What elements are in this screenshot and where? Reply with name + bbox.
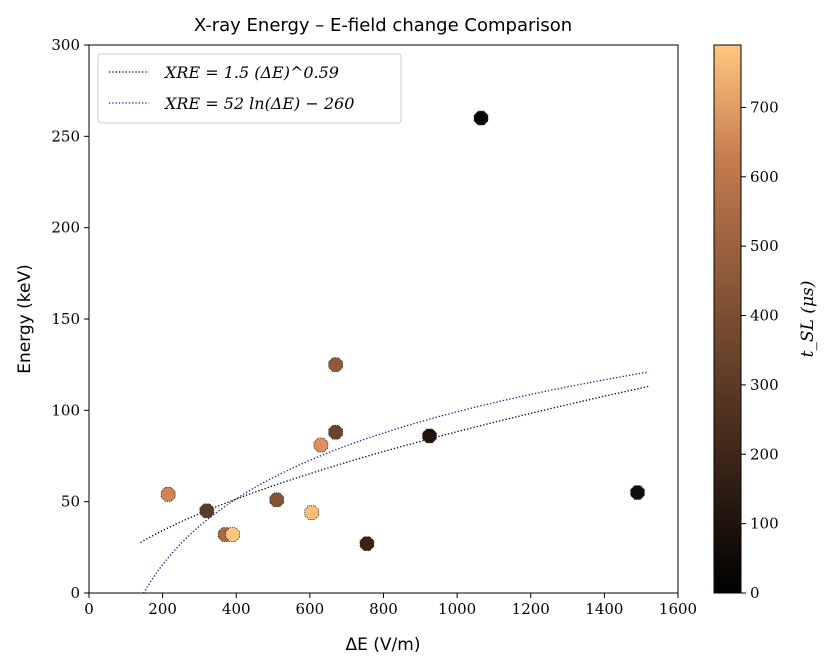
x-tick-label: 600 (296, 600, 325, 618)
y-tick-label: 50 (61, 493, 80, 511)
data-point (328, 424, 343, 440)
x-tick-label: 0 (84, 600, 94, 618)
y-axis-ticks: 0 50 100 150 200 250 300 (51, 36, 89, 602)
data-point (199, 503, 215, 519)
data-point (328, 357, 343, 373)
colorbar-tick-label: 700 (750, 98, 779, 116)
data-point (359, 536, 375, 552)
data-point (304, 505, 320, 520)
data-point (269, 492, 285, 508)
legend-label-log: XRE = 52 ln(ΔE) − 260 (163, 94, 354, 113)
y-tick-label: 100 (51, 401, 80, 419)
data-point (225, 527, 240, 542)
plot-frame (88, 44, 679, 594)
data-point (313, 437, 329, 453)
data-point (160, 487, 176, 502)
x-tick-label: 400 (222, 600, 251, 618)
x-tick-label: 1600 (659, 600, 697, 618)
fit-curves (140, 371, 649, 593)
y-axis-label: Energy (keV) (15, 264, 35, 374)
x-axis-ticks: 0 200 400 600 800 1000 1200 1400 1600 (84, 593, 697, 618)
colorbar-tick-label: 600 (750, 168, 779, 186)
y-tick-label: 300 (51, 36, 80, 54)
y-tick-label: 150 (51, 310, 80, 328)
legend-box (97, 53, 402, 124)
colorbar-label: t_SL (μs) (798, 281, 818, 358)
data-point (422, 428, 437, 444)
y-tick-label: 250 (51, 127, 80, 145)
curve-power-fit (140, 385, 649, 543)
x-tick-label: 1200 (512, 600, 550, 618)
x-tick-label: 200 (148, 600, 177, 618)
legend: XRE = 1.5 (ΔE)^0.59 XRE = 52 ln(ΔE) − 26… (97, 53, 402, 124)
x-tick-label: 800 (369, 600, 398, 618)
colorbar-tick-label: 200 (750, 445, 779, 463)
colorbar-tick-label: 300 (750, 376, 779, 394)
y-tick-label: 200 (51, 219, 80, 237)
legend-label-power: XRE = 1.5 (ΔE)^0.59 (163, 63, 339, 82)
data-point (473, 110, 489, 126)
data-points (160, 110, 645, 552)
curve-log-fit (142, 371, 649, 593)
colorbar-tick-label: 500 (750, 237, 779, 255)
x-axis-label: ΔE (V/m) (346, 635, 421, 655)
colorbar-tick-label: 100 (750, 515, 779, 533)
x-tick-label: 1000 (438, 600, 476, 618)
colorbar-tick-label: 400 (750, 307, 779, 325)
y-tick-label: 0 (70, 584, 80, 602)
x-tick-label: 1400 (585, 600, 623, 618)
colorbar-ticks: 0 100 200 300 400 500 600 700 (741, 98, 779, 602)
plot-area (89, 45, 678, 593)
colorbar: 0 100 200 300 400 500 600 700 t_SL (μs) (713, 44, 818, 602)
colorbar-gradient (713, 44, 742, 594)
chart-title: X-ray Energy – E-field change Comparison (194, 15, 572, 36)
colorbar-tick-label: 0 (750, 584, 760, 602)
data-point (630, 485, 645, 500)
